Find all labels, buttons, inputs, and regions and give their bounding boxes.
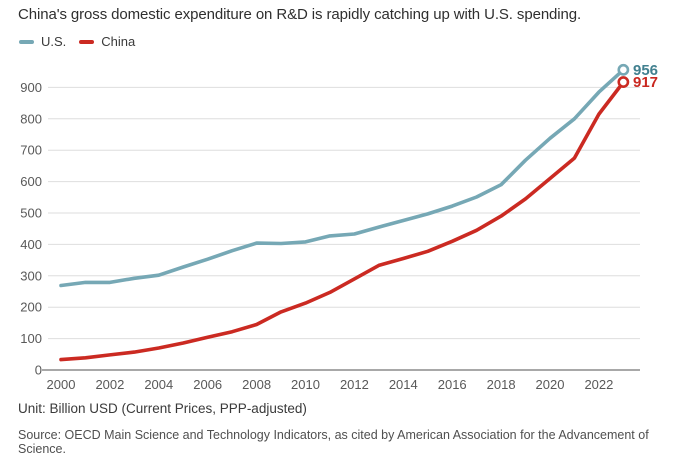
source-note: Source: OECD Main Science and Technology…: [18, 428, 649, 456]
x-tick-label: 2012: [340, 377, 369, 392]
y-tick-label: 300: [20, 268, 42, 283]
y-tick-label: 100: [20, 331, 42, 346]
x-tick-label: 2008: [242, 377, 271, 392]
x-tick-label: 2006: [193, 377, 222, 392]
china-line-swatch: [79, 39, 95, 44]
us-end-marker: [617, 63, 630, 76]
chart-title: China's gross domestic expenditure on R&…: [18, 6, 582, 23]
legend-label-china: China: [101, 34, 136, 49]
china-end-value-label: 917: [633, 74, 658, 91]
us-end-value-label: 956: [633, 62, 658, 79]
y-tick-label: 900: [20, 80, 42, 95]
x-tick-label: 2000: [47, 377, 76, 392]
y-tick-label: 700: [20, 143, 42, 158]
x-tick-label: 2020: [536, 377, 565, 392]
legend-label-us: U.S.: [41, 34, 67, 49]
legend-item-china: China: [79, 34, 135, 49]
x-tick-label: 2004: [144, 377, 173, 392]
china-line: [59, 80, 626, 362]
x-tick-label: 2002: [95, 377, 124, 392]
x-tick-label: 2010: [291, 377, 320, 392]
x-tick-label: 2014: [389, 377, 418, 392]
y-tick-label: 500: [20, 206, 42, 221]
us-line: [59, 68, 626, 288]
y-tick-label: 400: [20, 237, 42, 252]
y-tick-label: 200: [20, 300, 42, 315]
y-tick-label: 600: [20, 174, 42, 189]
unit-note: Unit: Billion USD (Current Prices, PPP-a…: [18, 401, 307, 416]
x-tick-label: 2022: [584, 377, 613, 392]
us-line-swatch: [19, 39, 34, 44]
y-tick-label: 0: [35, 363, 42, 378]
china-end-marker: [617, 76, 630, 88]
x-tick-label: 2018: [487, 377, 516, 392]
y-tick-label: 800: [20, 111, 42, 126]
legend-item-us: U.S.: [19, 34, 66, 49]
legend: U.S. China: [19, 34, 135, 49]
x-tick-label: 2016: [438, 377, 467, 392]
